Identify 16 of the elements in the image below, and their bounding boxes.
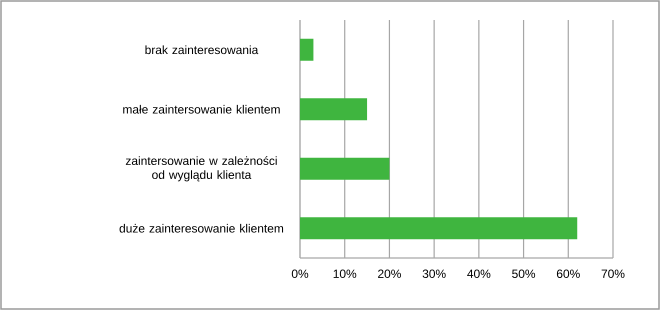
x-tick-label: 60% [556, 270, 580, 278]
x-tick-label: 10% [334, 270, 356, 278]
bar [300, 38, 314, 61]
bar [300, 158, 390, 180]
y-tick-label: duże zainteresowanie klientem [120, 224, 284, 233]
y-tick-label: zaintersowanie w zależności od wyglądu klienta [126, 156, 277, 182]
x-tick-label: 70% [602, 270, 625, 278]
x-tick-label: 30% [422, 270, 446, 278]
y-tick-label: małe zaintersowanie klientem [123, 104, 280, 114]
x-tick-label: 0% [292, 270, 308, 278]
x-tick-label: 40% [467, 270, 490, 278]
bar [300, 217, 578, 240]
x-tick-label: 50% [512, 270, 536, 278]
y-tick-label: brak zainteresowania [145, 45, 258, 54]
bar [300, 98, 368, 120]
x-tick-label: 20% [378, 270, 401, 278]
